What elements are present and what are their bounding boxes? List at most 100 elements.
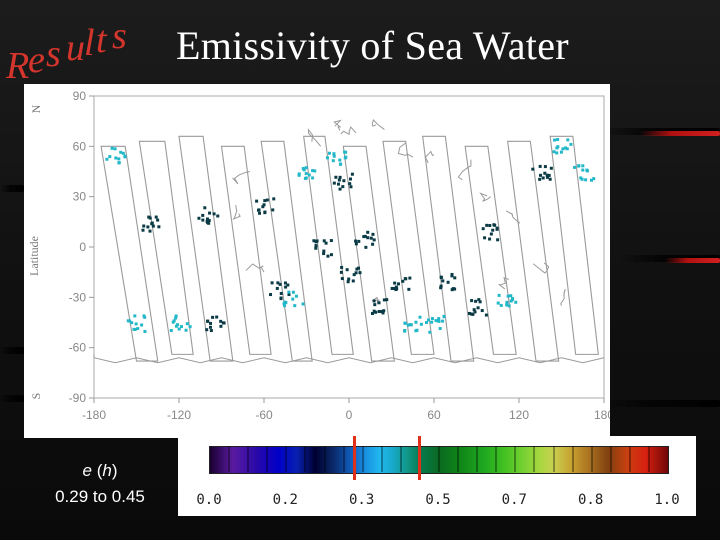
emissivity-pixel [477, 298, 481, 302]
emissivity-pixel [314, 244, 318, 248]
colorbar-band-divider [228, 446, 231, 472]
emissivity-pixel [509, 294, 513, 298]
emissivity-pixel [573, 165, 577, 169]
emissivity-pixel [406, 323, 410, 327]
emissivity-pixel [329, 239, 333, 243]
emissivity-pixel [222, 321, 226, 325]
emissivity-pixel [471, 312, 475, 316]
coastline-fragment [340, 126, 357, 136]
emissivity-pixel [276, 281, 280, 285]
lat-tick-label: 60 [73, 139, 87, 153]
section-heading-letter: u [66, 27, 85, 69]
emissivity-pixel [581, 168, 585, 172]
colorbar-band-divider [247, 446, 250, 472]
emissivity-pixel [505, 300, 509, 304]
emissivity-pixel [307, 173, 311, 177]
emissivity-pixel [497, 293, 501, 297]
emissivity-pixel [394, 285, 398, 289]
emissivity-pixel [377, 309, 381, 313]
colorbar-band-divider [590, 446, 593, 472]
emissivity-pixel [108, 155, 112, 159]
emissivity-pixel [488, 237, 492, 241]
emissivity-pixel [174, 324, 178, 328]
emissivity-pixel [555, 146, 559, 150]
emissivity-pixel [172, 319, 176, 323]
emissivity-pixel [539, 173, 543, 177]
emissivity-pixel [263, 211, 267, 215]
emissivity-pixel [351, 279, 355, 283]
colorbar-band-divider [495, 446, 498, 472]
lon-tick-label: 180 [594, 408, 610, 422]
coastline-fragment [479, 192, 491, 202]
swath-outline [220, 145, 272, 355]
emissivity-pixel [488, 224, 492, 228]
background-stripe [665, 258, 720, 263]
lat-tick-label: 0 [79, 240, 86, 254]
emissivity-pixel [506, 294, 510, 298]
emissivity-pixel [304, 166, 308, 170]
emissivity-pixel [414, 320, 418, 324]
emissivity-pixel [483, 236, 487, 240]
swath-outline [464, 145, 517, 355]
emissivity-pixel [553, 138, 557, 142]
emissivity-pixel [354, 271, 358, 275]
emissivity-pixel [450, 272, 454, 276]
emissivity-pixel [549, 166, 553, 170]
emissivity-pixel [559, 150, 563, 154]
emissivity-pixel [366, 230, 370, 234]
emissivity-pixel [110, 146, 114, 150]
emissivity-pixel [404, 277, 408, 281]
emissivity-pixel [358, 271, 362, 275]
emissivity-pixel [350, 172, 354, 176]
emissivity-pixel [203, 206, 207, 210]
colorbar-band-divider [552, 446, 555, 472]
emissivity-pixel [151, 224, 155, 228]
colorbar-band-divider [476, 446, 479, 472]
emissivity-pixel [339, 162, 343, 166]
emissivity-pixel [362, 235, 366, 239]
emissivity-pixel [339, 270, 343, 274]
emissivity-pixel [114, 156, 118, 160]
lon-tick-label: 60 [427, 408, 441, 422]
emissivity-pixel [337, 178, 341, 182]
emissivity-pixel [480, 309, 484, 313]
emissivity-pixel [437, 319, 441, 323]
emissivity-pixel [342, 179, 346, 183]
colorbar-band-divider [571, 446, 574, 472]
emissivity-pixel [372, 309, 376, 313]
coastline-fragment [232, 204, 241, 221]
emissivity-pixel [219, 324, 223, 328]
emissivity-pixel [453, 276, 457, 280]
emissivity-pixel [348, 177, 352, 181]
emissivity-pixel [392, 286, 396, 290]
south-label: S [29, 393, 43, 400]
colorbar-gradient [209, 446, 669, 474]
emissivity-pixel [408, 323, 412, 327]
emissivity-pixel [347, 277, 351, 281]
emissivity-pixel [439, 276, 443, 280]
emissivity-pixel [485, 223, 489, 227]
emissivity-pixel [349, 185, 353, 189]
section-heading-letter: l [84, 22, 95, 64]
emissivity-map: N Latitude S 90 60 30 0 -30 -60 -90 -180 -120 -6… [24, 84, 610, 438]
emissivity-pixel [470, 299, 474, 303]
emissivity-pixel [369, 236, 373, 240]
emissivity-pixel [451, 287, 455, 291]
emissivity-pixel [322, 252, 326, 256]
emissivity-pixel [372, 238, 376, 242]
emissivity-pixel [283, 304, 287, 308]
emissivity-pixel [441, 279, 445, 283]
emissivity-pixel [581, 164, 585, 168]
colorbar-band-divider [380, 446, 383, 472]
emissivity-pixel [174, 316, 178, 320]
y-axis-label: Latitude [27, 236, 41, 276]
emissivity-pixel [394, 288, 398, 292]
swath-outline [342, 145, 395, 362]
emissivity-pixel [419, 322, 423, 326]
longitude-ticks: -180 -120 -60 0 60 120 180 [82, 398, 610, 422]
colorbar-tick-label: 0.2 [272, 492, 298, 508]
emissivity-pixel [258, 211, 262, 215]
colorbar-band-divider [361, 446, 364, 472]
emissivity-pixel [354, 239, 358, 243]
emissivity-pixel [340, 265, 344, 269]
